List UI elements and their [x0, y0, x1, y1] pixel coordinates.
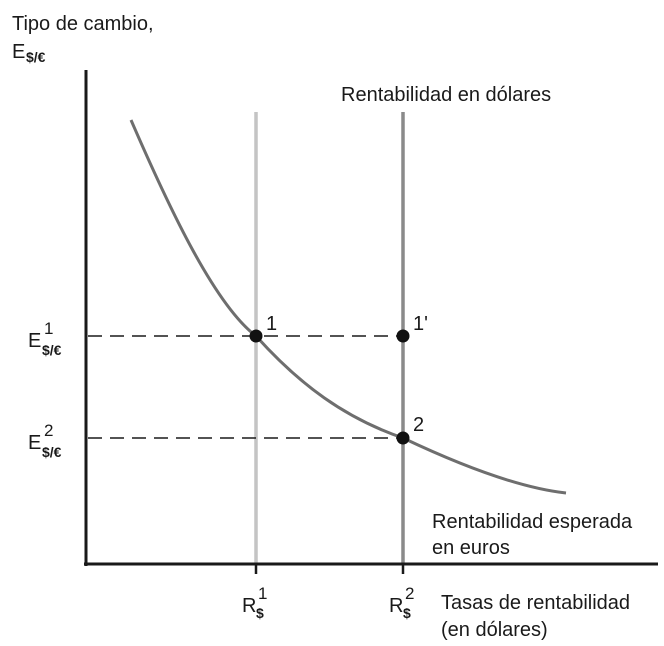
equilibrium-point-2	[396, 431, 410, 445]
x-tick-label-r1: R 1 $	[242, 584, 267, 621]
y-tick-e1-superscript: 1	[44, 319, 53, 338]
euro-return-label-line1: Rentabilidad esperada	[432, 511, 633, 533]
x-tick-r2-subscript: $	[403, 605, 411, 621]
y-tick-e2-subscript: $/€	[42, 444, 62, 460]
y-tick-e1-symbol: E	[28, 330, 41, 352]
x-axis-title-line1: Tasas de rentabilidad	[441, 592, 630, 614]
point-1-prime	[396, 329, 410, 343]
y-axis-title-subscript: $/€	[26, 49, 46, 65]
x-tick-label-r2: R 2 $	[389, 584, 414, 621]
y-tick-e2-symbol: E	[28, 432, 41, 454]
x-axis-title-line2: (en dólares)	[441, 619, 548, 641]
x-tick-r1-subscript: $	[256, 605, 264, 621]
euro-return-label-line2: en euros	[432, 537, 510, 559]
y-tick-label-e2: E 2 $/€	[28, 421, 62, 460]
y-tick-label-e1: E 1 $/€	[28, 319, 62, 358]
x-tick-r2-symbol: R	[389, 595, 403, 617]
x-tick-r1-symbol: R	[242, 595, 256, 617]
y-tick-e2-superscript: 2	[44, 421, 53, 440]
equilibrium-point-1	[249, 329, 263, 343]
x-tick-r2-superscript: 2	[405, 584, 414, 603]
point-label-1: 1	[266, 313, 277, 335]
x-tick-r1-superscript: 1	[258, 584, 267, 603]
dollar-return-label: Rentabilidad en dólares	[341, 84, 551, 106]
point-label-2: 2	[413, 414, 424, 436]
y-axis-title-line1: Tipo de cambio,	[12, 13, 154, 35]
y-tick-e1-subscript: $/€	[42, 342, 62, 358]
y-axis-title-symbol: E	[12, 41, 25, 63]
point-label-1-prime: 1'	[413, 313, 428, 335]
euro-return-curve	[129, 119, 567, 495]
